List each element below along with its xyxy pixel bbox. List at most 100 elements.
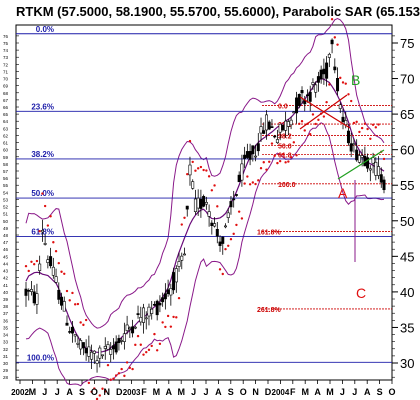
candle-body [185, 205, 189, 210]
sar-dot [158, 342, 162, 346]
sar-dot [84, 318, 88, 322]
sar-dot [112, 377, 115, 380]
candle-body [196, 197, 200, 209]
candle-body [229, 201, 233, 208]
candle-body [243, 154, 247, 159]
sar-dot [191, 160, 194, 164]
candle-body [314, 84, 318, 93]
sar-dot [257, 179, 260, 182]
candle-body [325, 62, 329, 79]
x-tick-label: J [42, 387, 47, 397]
candle-body [248, 151, 252, 160]
sar-dot [186, 172, 189, 176]
candle-body [183, 253, 187, 256]
y-tick-label-small: 68 [3, 91, 9, 96]
candle-body [371, 157, 375, 164]
sar-dot [79, 321, 82, 324]
y-tick-label-small: 54 [3, 190, 9, 195]
candle-body [98, 347, 102, 359]
candle-body [344, 120, 348, 125]
candle-body [188, 164, 192, 176]
sar-dot [216, 205, 219, 208]
fib-retracement-label: 38.2% [31, 150, 54, 159]
sar-dot [93, 387, 96, 390]
x-tick-label: A [364, 387, 371, 397]
y-tick-label: 65 [400, 107, 414, 122]
candle-body [40, 230, 44, 233]
y-tick-label-small: 32 [3, 347, 9, 352]
candle-body [117, 338, 121, 344]
sar-dot [68, 299, 71, 302]
y-tick-label-small: 53 [3, 197, 9, 202]
candle-body [199, 198, 203, 209]
candle-body [51, 266, 55, 276]
sar-dot [24, 264, 28, 268]
x-tick-label: A [314, 387, 321, 397]
y-tick-label-small: 56 [3, 176, 9, 181]
x-tick-label: J [203, 387, 208, 397]
candle-body [336, 78, 340, 92]
x-tick-label: F [290, 387, 296, 397]
candle-body [35, 293, 39, 305]
y-tick-label-small: 36 [3, 318, 9, 323]
sar-dot [281, 153, 285, 156]
candle-body [264, 114, 268, 131]
y-tick-label-small: 75 [3, 41, 9, 46]
y-tick-label-small: 30 [3, 361, 9, 366]
sar-dot [164, 325, 167, 329]
y-tick-label-small: 38 [3, 304, 9, 309]
candle-body [311, 82, 315, 85]
sar-dot [104, 390, 107, 393]
y-tick-label-small: 66 [3, 105, 9, 110]
annotation-a: A [338, 185, 348, 201]
candle-body [330, 39, 334, 45]
candle-body [221, 236, 225, 244]
candle-body [142, 307, 146, 323]
candle-body [240, 163, 244, 181]
sar-dot [43, 204, 47, 208]
candle-body [139, 317, 143, 323]
candle-body [46, 259, 50, 263]
candle-body [136, 313, 140, 315]
y-tick-label-small: 71 [3, 69, 9, 74]
candle-body [267, 121, 271, 130]
candle-body [49, 256, 53, 267]
sar-dot [52, 241, 55, 244]
sar-dot [235, 223, 238, 227]
candle-body [322, 68, 326, 75]
sar-dot [270, 142, 274, 145]
fib-projection-label: 100.0 [278, 182, 296, 189]
y-tick-label: 45 [400, 249, 414, 264]
y-tick-label-small: 72 [3, 62, 9, 67]
y-tick-label-small: 64 [3, 119, 9, 124]
y-tick-label-small: 28 [3, 375, 9, 380]
candle-body [163, 293, 167, 300]
candle-body [308, 91, 312, 102]
sar-dot [333, 36, 337, 39]
sar-dot [268, 160, 271, 163]
candle-body [131, 326, 135, 334]
y-tick-label: 35 [400, 320, 414, 335]
sar-dot [188, 139, 192, 143]
y-tick-label-small: 60 [3, 148, 9, 153]
candle-body [174, 268, 178, 283]
sar-dot [41, 192, 44, 195]
x-tick-label: M [326, 387, 334, 397]
y-tick-label: 40 [400, 285, 414, 300]
candle-body [352, 143, 356, 146]
fib-projection-label: 261.8% [257, 307, 282, 314]
y-tick-label-small: 73 [3, 55, 9, 60]
sar-dot [60, 270, 63, 273]
candle-body [202, 196, 206, 207]
sar-dot [131, 367, 134, 371]
sar-dot [328, 83, 331, 86]
x-tick-label: J [55, 387, 60, 397]
y-tick-label: 50 [400, 214, 414, 229]
x-tick-label: M [153, 387, 161, 397]
candle-body [289, 119, 293, 126]
candle-body [319, 69, 323, 80]
x-tick-label: D [265, 387, 272, 397]
candle-body [155, 300, 159, 316]
y-tick-label-small: 59 [3, 155, 9, 160]
candle-body [152, 303, 156, 306]
